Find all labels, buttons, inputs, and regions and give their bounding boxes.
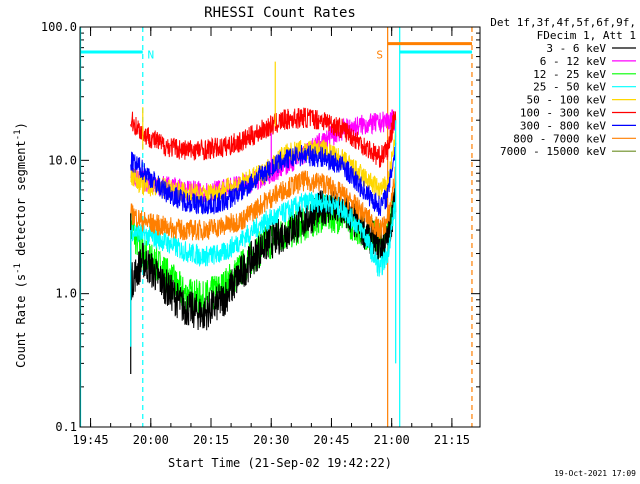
x-tick-label-1: 20:00 (133, 433, 169, 447)
y-label-end: ) (14, 122, 28, 129)
legend-label-2: 12 - 25 keV (533, 68, 606, 81)
x-tick-label-4: 20:45 (313, 433, 349, 447)
plot-frame (79, 26, 481, 428)
series-25-50-keV (130, 191, 397, 277)
legend-header-line-1: Det 1f,3f,4f,5f,6f,9f, (490, 16, 636, 29)
legend-label-3: 25 - 50 keV (533, 81, 606, 94)
legend-label-1: 6 - 12 keV (540, 55, 607, 68)
legend-label-4: 50 - 100 keV (527, 94, 607, 107)
series-100-300-keV (130, 107, 397, 168)
y-axis-label: Count Rate (s-1 detector segment-1) (13, 122, 28, 368)
x-axis-label: Start Time (21-Sep-02 19:42:22) (168, 456, 392, 470)
y-tick-label-2: 10.0 (48, 153, 77, 167)
series-300-800-keV (130, 142, 397, 217)
legend-label-0: 3 - 6 keV (546, 42, 606, 55)
x-tick-label-2: 20:15 (193, 433, 229, 447)
svg-text:Count Rate (s-1 detector segme: Count Rate (s-1 detector segment-1) (13, 122, 28, 368)
x-tick-label-0: 19:45 (73, 433, 109, 447)
legend-label-6: 300 - 800 keV (520, 119, 606, 132)
x-tick-label-6: 21:15 (434, 433, 470, 447)
y-label-main: Count Rate (s (14, 274, 28, 368)
chart-title: RHESSI Count Rates (204, 5, 356, 21)
legend-label-5: 100 - 300 keV (520, 107, 606, 120)
footer-date: 19-Oct-2021 17:09 (554, 469, 636, 478)
y-tick-label-0: 0.1 (55, 420, 77, 434)
series-800-7000-keV (130, 166, 397, 241)
x-tick-label-3: 20:30 (253, 433, 289, 447)
y-tick-label-1: 1.0 (55, 287, 77, 301)
annotation-n: N (147, 49, 154, 62)
y-label-exp2: -1 (13, 129, 23, 140)
legend-label-8: 7000 - 15000 keV (500, 145, 606, 158)
annotation-s: S (376, 49, 383, 62)
y-label-mid: detector segment (14, 140, 28, 263)
legend-label-7: 800 - 7000 keV (513, 132, 606, 145)
x-tick-label-5: 21:00 (374, 433, 410, 447)
y-label-exp1: -1 (13, 263, 23, 274)
y-tick-label-3: 100.0 (41, 20, 77, 34)
plot-layer (79, 26, 480, 428)
legend-header-line-2: FDecim 1, Att 1 (537, 29, 636, 42)
